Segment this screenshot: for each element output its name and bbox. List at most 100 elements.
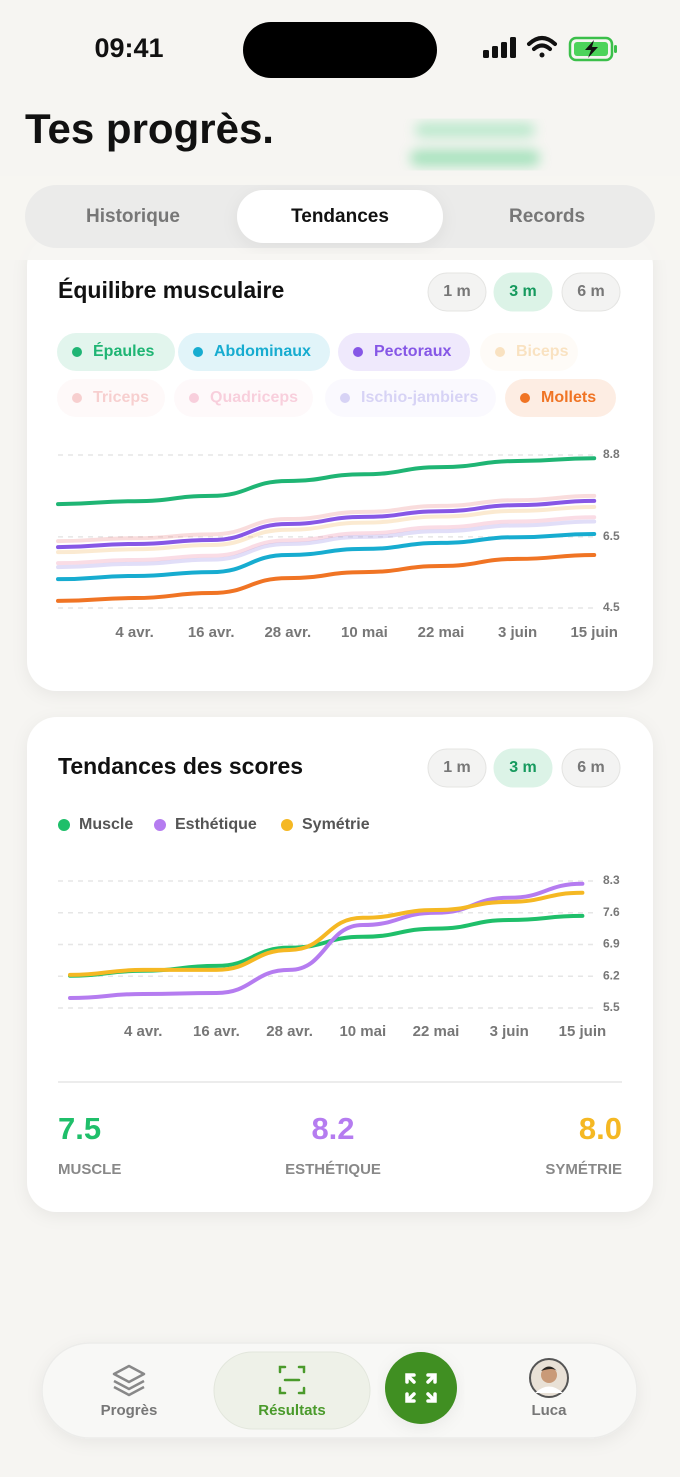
series-line xyxy=(56,498,597,550)
battery-icon xyxy=(568,36,617,62)
period-button[interactable] xyxy=(493,272,553,312)
summary-label: ESTHÉTIQUE xyxy=(285,1161,381,1178)
icon-stroke xyxy=(278,1365,287,1374)
dynamic-island xyxy=(243,22,437,78)
series-line xyxy=(68,881,585,1001)
legend-label: Biceps xyxy=(516,343,569,360)
y-tick-label: 8.3 xyxy=(603,873,620,887)
tab[interactable]: Historique xyxy=(86,206,180,227)
legend-chip[interactable]: Pectoraux xyxy=(338,333,470,371)
tab[interactable]: Records xyxy=(509,206,585,227)
chip-bg xyxy=(338,333,470,371)
x-tick-label: 3 juin xyxy=(490,1023,529,1040)
summary-value: 8.2 xyxy=(311,1111,354,1146)
icon-stroke xyxy=(297,1365,306,1374)
period-label: 6 m xyxy=(577,283,605,300)
icon-stroke xyxy=(297,1386,306,1395)
summary-value: 7.5 xyxy=(58,1111,101,1146)
y-tick-label: 6.9 xyxy=(603,937,620,951)
chip-bg xyxy=(178,333,330,371)
page-title: Tes progrès. xyxy=(25,105,274,152)
series-line xyxy=(56,515,597,566)
x-tick-label: 3 juin xyxy=(498,624,537,641)
legend-dot xyxy=(281,819,293,831)
legend-chip[interactable]: Triceps xyxy=(57,379,165,417)
card xyxy=(27,717,653,1212)
legend-chip[interactable]: Abdominaux xyxy=(178,333,330,371)
legend-chip[interactable]: Mollets xyxy=(505,379,616,417)
nav-label[interactable]: Résultats xyxy=(258,1402,326,1419)
legend-label: Épaules xyxy=(93,341,154,360)
series-line xyxy=(56,519,597,570)
period-label: 3 m xyxy=(509,759,537,776)
tab[interactable]: Tendances xyxy=(291,206,389,227)
period-label: 1 m xyxy=(443,283,471,300)
series-line xyxy=(56,552,597,603)
period-label: 6 m xyxy=(577,759,605,776)
y-tick-label: 7.6 xyxy=(603,905,620,919)
icon-stroke xyxy=(278,1386,287,1395)
series-line xyxy=(56,456,597,507)
chip-bg xyxy=(480,333,578,371)
chip-bg xyxy=(174,379,313,417)
y-tick-label: 4.5 xyxy=(603,600,620,614)
x-tick-label: 22 mai xyxy=(413,1023,460,1040)
legend-chip[interactable]: Épaules xyxy=(57,333,175,371)
legend-dot xyxy=(353,347,363,357)
legend-dot xyxy=(340,393,350,403)
x-tick-label: 10 mai xyxy=(341,624,388,641)
x-tick-label: 16 avr. xyxy=(193,1023,240,1040)
scan-button[interactable] xyxy=(385,1352,457,1424)
period-button[interactable] xyxy=(561,272,621,312)
legend-label: Symétrie xyxy=(302,816,370,833)
x-tick-label: 10 mai xyxy=(339,1023,386,1040)
period-label: 1 m xyxy=(443,759,471,776)
chip-bg xyxy=(325,379,496,417)
nav-active-bg xyxy=(213,1351,371,1430)
legend-chip[interactable]: Quadriceps xyxy=(174,379,313,417)
period-button[interactable] xyxy=(427,272,487,312)
period-button[interactable] xyxy=(493,748,553,788)
nav-label[interactable]: Luca xyxy=(531,1402,567,1419)
legend-label: Abdominaux xyxy=(214,343,311,360)
period-label: 3 m xyxy=(509,283,537,300)
card-title: Tendances des scores xyxy=(58,753,303,779)
series-line xyxy=(68,890,585,977)
legend-dot xyxy=(72,393,82,403)
x-tick-label: 16 avr. xyxy=(188,624,235,641)
legend-dot xyxy=(520,393,530,403)
period-button[interactable] xyxy=(561,748,621,788)
series-line xyxy=(56,531,597,582)
status-time: 09:41 xyxy=(94,33,163,63)
legend-label: Esthétique xyxy=(175,816,257,833)
legend-label: Quadriceps xyxy=(210,389,298,406)
y-tick-label: 5.5 xyxy=(603,1000,620,1014)
x-tick-label: 28 avr. xyxy=(266,1023,313,1040)
legend-label: Pectoraux xyxy=(374,343,451,360)
legend-label: Muscle xyxy=(79,816,133,833)
signal-icon xyxy=(483,37,516,58)
legend-chip[interactable]: Biceps xyxy=(480,333,578,371)
summary-label: SYMÉTRIE xyxy=(545,1161,622,1178)
progress-icon xyxy=(112,1364,146,1397)
tab-active-bg xyxy=(237,190,443,243)
results-icon xyxy=(278,1365,306,1395)
summary-value: 8.0 xyxy=(579,1111,622,1146)
legend-dot xyxy=(72,347,82,357)
legend-chip[interactable]: Ischio-jambiers xyxy=(325,379,496,417)
avatar xyxy=(529,1358,569,1398)
legend-dot xyxy=(495,347,505,357)
wifi-icon xyxy=(527,36,557,58)
legend-label: Triceps xyxy=(93,389,149,406)
nav-label[interactable]: Progrès xyxy=(101,1402,158,1419)
legend-dot xyxy=(193,347,203,357)
y-tick-label: 6.2 xyxy=(603,968,620,982)
legend-dot xyxy=(154,819,166,831)
x-tick-label: 22 mai xyxy=(418,624,465,641)
chip-bg xyxy=(505,379,616,417)
card xyxy=(27,236,653,691)
period-button[interactable] xyxy=(427,748,487,788)
x-tick-label: 4 avr. xyxy=(115,624,153,641)
y-tick-label: 6.5 xyxy=(603,529,620,543)
